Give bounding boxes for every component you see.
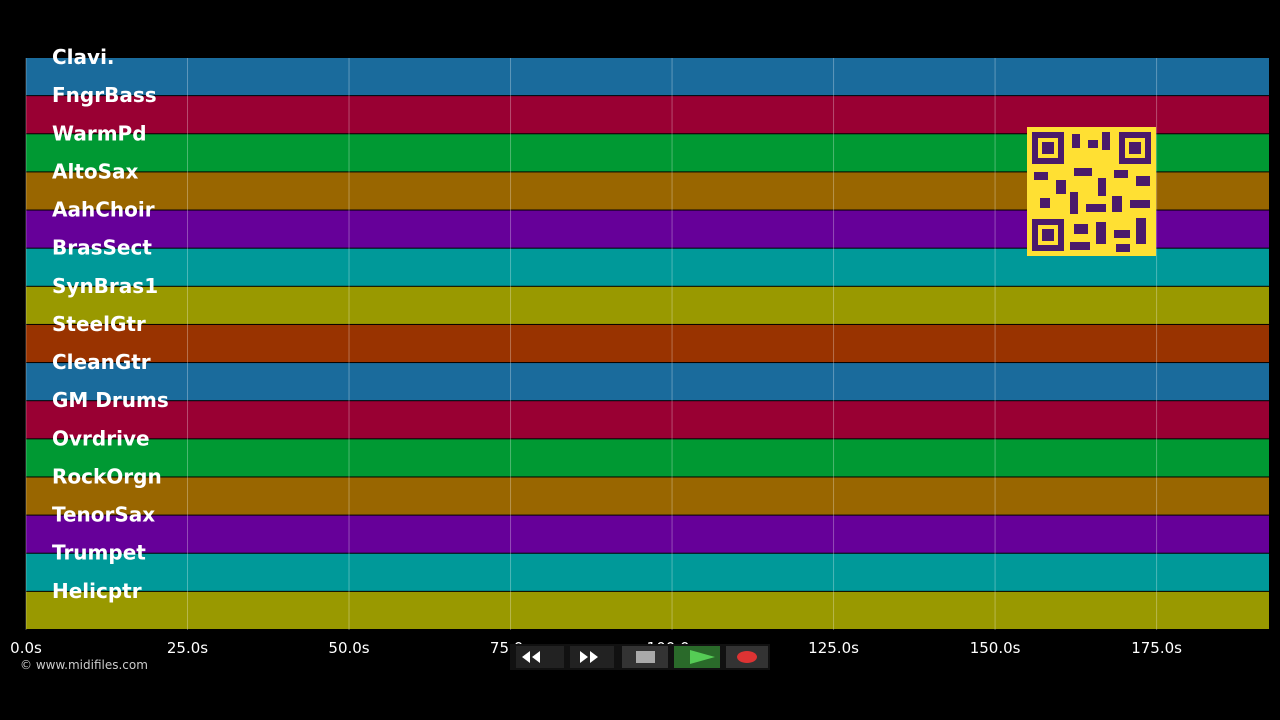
track-band [26,515,1269,553]
copyright: © www.midifiles.com [20,658,148,672]
track-band [26,363,1269,401]
x-tick-label: 150.0s [970,639,1021,657]
track-band [26,553,1269,591]
track-name: Clavi. [52,45,115,69]
x-tick-label: 125.0s [808,639,859,657]
transport-controls [510,644,770,670]
track-name: BrasSect [52,236,152,260]
track-band [26,58,1269,96]
record-button[interactable] [726,646,768,668]
track-labels: Clavi. FngrBass WarmPd AltoSax AahChoir BrasS… [52,45,169,603]
qr-code [1027,127,1156,256]
track-band [26,401,1269,439]
x-tick-label: 0.0s [10,639,42,657]
rewind-button[interactable] [516,646,564,668]
forward-button[interactable] [570,646,614,668]
track-band [26,591,1269,629]
track-band [26,477,1269,515]
grid [25,58,1158,630]
track-name: Trumpet [52,541,146,565]
x-tick-label: 25.0s [167,639,208,657]
qr-pattern [1032,132,1151,252]
track-name: FngrBass [52,83,157,107]
x-tick-label: 50.0s [328,639,369,657]
track-band [26,439,1269,477]
track-name: AltoSax [52,159,139,183]
track-name: RockOrgn [52,464,162,488]
track-name: CleanGtr [52,350,151,374]
track-name: GM Drums [52,388,169,412]
track-name: TenorSax [52,503,155,527]
stop-button[interactable] [622,646,668,668]
x-tick-label: 175.0s [1131,639,1182,657]
track-band [26,286,1269,324]
track-name: Helicptr [52,579,142,603]
track-name: Ovrdrive [52,426,150,450]
track-name: WarmPd [52,121,147,145]
play-button[interactable] [674,646,720,668]
track-band [26,324,1269,363]
track-name: AahChoir [52,198,155,222]
track-name: SteelGtr [52,312,146,336]
track-name: SynBras1 [52,274,158,298]
